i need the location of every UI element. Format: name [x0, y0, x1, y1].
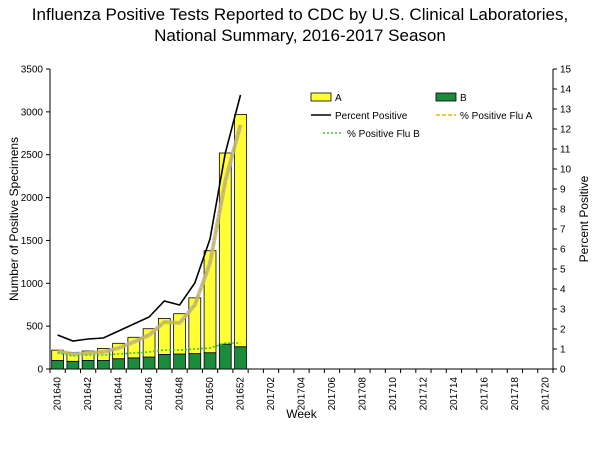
bar-b — [97, 360, 110, 370]
bar-b — [127, 357, 141, 370]
y-right-tick-label: 3 — [560, 305, 566, 316]
y-right-tick-label: 9 — [560, 185, 566, 196]
bar-a — [157, 318, 171, 355]
x-tick-label: 201640 — [53, 377, 64, 411]
bar-a — [51, 349, 64, 361]
x-tick-label: 201706 — [327, 377, 338, 411]
ticks-layer: 0500100015002000250030003500012345678910… — [21, 65, 572, 411]
x-tick-label: 201646 — [144, 377, 155, 411]
y-left-tick-label: 2000 — [21, 193, 44, 204]
chart-title-line-1: Influenza Positive Tests Reported to CDC… — [31, 5, 569, 24]
legend-label-percent: Percent Positive — [335, 111, 408, 122]
bar-b — [51, 360, 64, 370]
y-axis-left-label: Number of Positive Specimens — [7, 137, 21, 301]
bar-b — [188, 353, 202, 370]
bar-b — [81, 360, 95, 370]
y-right-tick-label: 10 — [560, 165, 572, 176]
y-right-tick-label: 4 — [560, 285, 566, 296]
y-left-tick-label: 3500 — [21, 65, 44, 76]
y-right-tick-label: 7 — [560, 225, 566, 236]
y-right-tick-label: 13 — [560, 105, 572, 116]
y-right-tick-label: 0 — [560, 365, 566, 376]
x-tick-label: 201702 — [266, 377, 277, 411]
legend-label-flu-a: % Positive Flu A — [460, 111, 533, 122]
bar-b — [234, 346, 247, 370]
y-right-tick-label: 2 — [560, 325, 566, 336]
x-tick-label: 201708 — [357, 377, 368, 411]
legend-swatch-b — [435, 92, 457, 102]
x-tick-label: 201644 — [114, 377, 125, 411]
line-percent-flu-b — [57, 342, 241, 357]
y-left-tick-label: 1000 — [21, 279, 44, 290]
bar-a — [127, 336, 141, 359]
bar-a — [234, 114, 247, 348]
bar-b — [66, 360, 80, 370]
bar-a — [142, 328, 156, 358]
y-left-tick-label: 3000 — [21, 107, 44, 118]
x-tick-label: 201650 — [205, 377, 216, 411]
x-tick-label: 201714 — [449, 377, 460, 411]
x-tick-label: 201710 — [388, 377, 399, 411]
x-tick-label: 201712 — [418, 377, 429, 411]
legend: A B Percent Positive % Positive Flu A % … — [310, 92, 533, 140]
chart-title-line-2: National Summary, 2016-2017 Season — [154, 26, 446, 45]
x-tick-label: 201648 — [175, 377, 186, 411]
y-right-tick-label: 5 — [560, 265, 566, 276]
x-tick-label: 201652 — [236, 377, 247, 411]
x-tick-label: 201642 — [83, 377, 94, 411]
x-tick-label: 201718 — [510, 377, 521, 411]
bar-a — [203, 250, 217, 354]
bar-b — [142, 356, 156, 370]
bar-b — [112, 358, 125, 370]
y-right-tick-label: 6 — [560, 245, 566, 256]
bar-b — [173, 353, 186, 370]
y-axis-right-label: Percent Positive — [577, 175, 591, 262]
lines-layer — [57, 94, 243, 357]
y-left-tick-label: 500 — [26, 322, 43, 333]
legend-swatch-a — [310, 92, 332, 102]
bar-b — [203, 352, 217, 370]
y-right-tick-label: 15 — [560, 65, 572, 76]
bar-b — [157, 354, 171, 370]
y-left-tick-label: 0 — [37, 365, 43, 376]
y-right-tick-label: 1 — [560, 345, 566, 356]
bar-b — [218, 343, 232, 370]
x-axis-label: Week — [286, 407, 317, 421]
y-right-tick-label: 12 — [560, 125, 572, 136]
chart-title: Influenza Positive Tests Reported to CDC… — [0, 4, 600, 46]
bars-layer — [51, 114, 247, 370]
y-right-tick-label: 8 — [560, 205, 566, 216]
legend-label-a: A — [335, 93, 342, 104]
y-right-tick-label: 14 — [560, 85, 572, 96]
y-right-tick-label: 11 — [560, 145, 571, 156]
y-left-tick-label: 1500 — [21, 236, 44, 247]
y-left-tick-label: 2500 — [21, 150, 44, 161]
bar-a — [188, 297, 202, 354]
bar-a — [173, 313, 186, 355]
x-tick-label: 201720 — [540, 377, 551, 411]
legend-label-flu-b: % Positive Flu B — [347, 129, 420, 140]
legend-label-b: B — [460, 93, 467, 104]
line-percent-positive — [57, 94, 242, 342]
x-tick-label: 201704 — [297, 377, 308, 411]
line-percent-flu-a — [57, 124, 242, 355]
x-tick-label: 201716 — [479, 377, 490, 411]
